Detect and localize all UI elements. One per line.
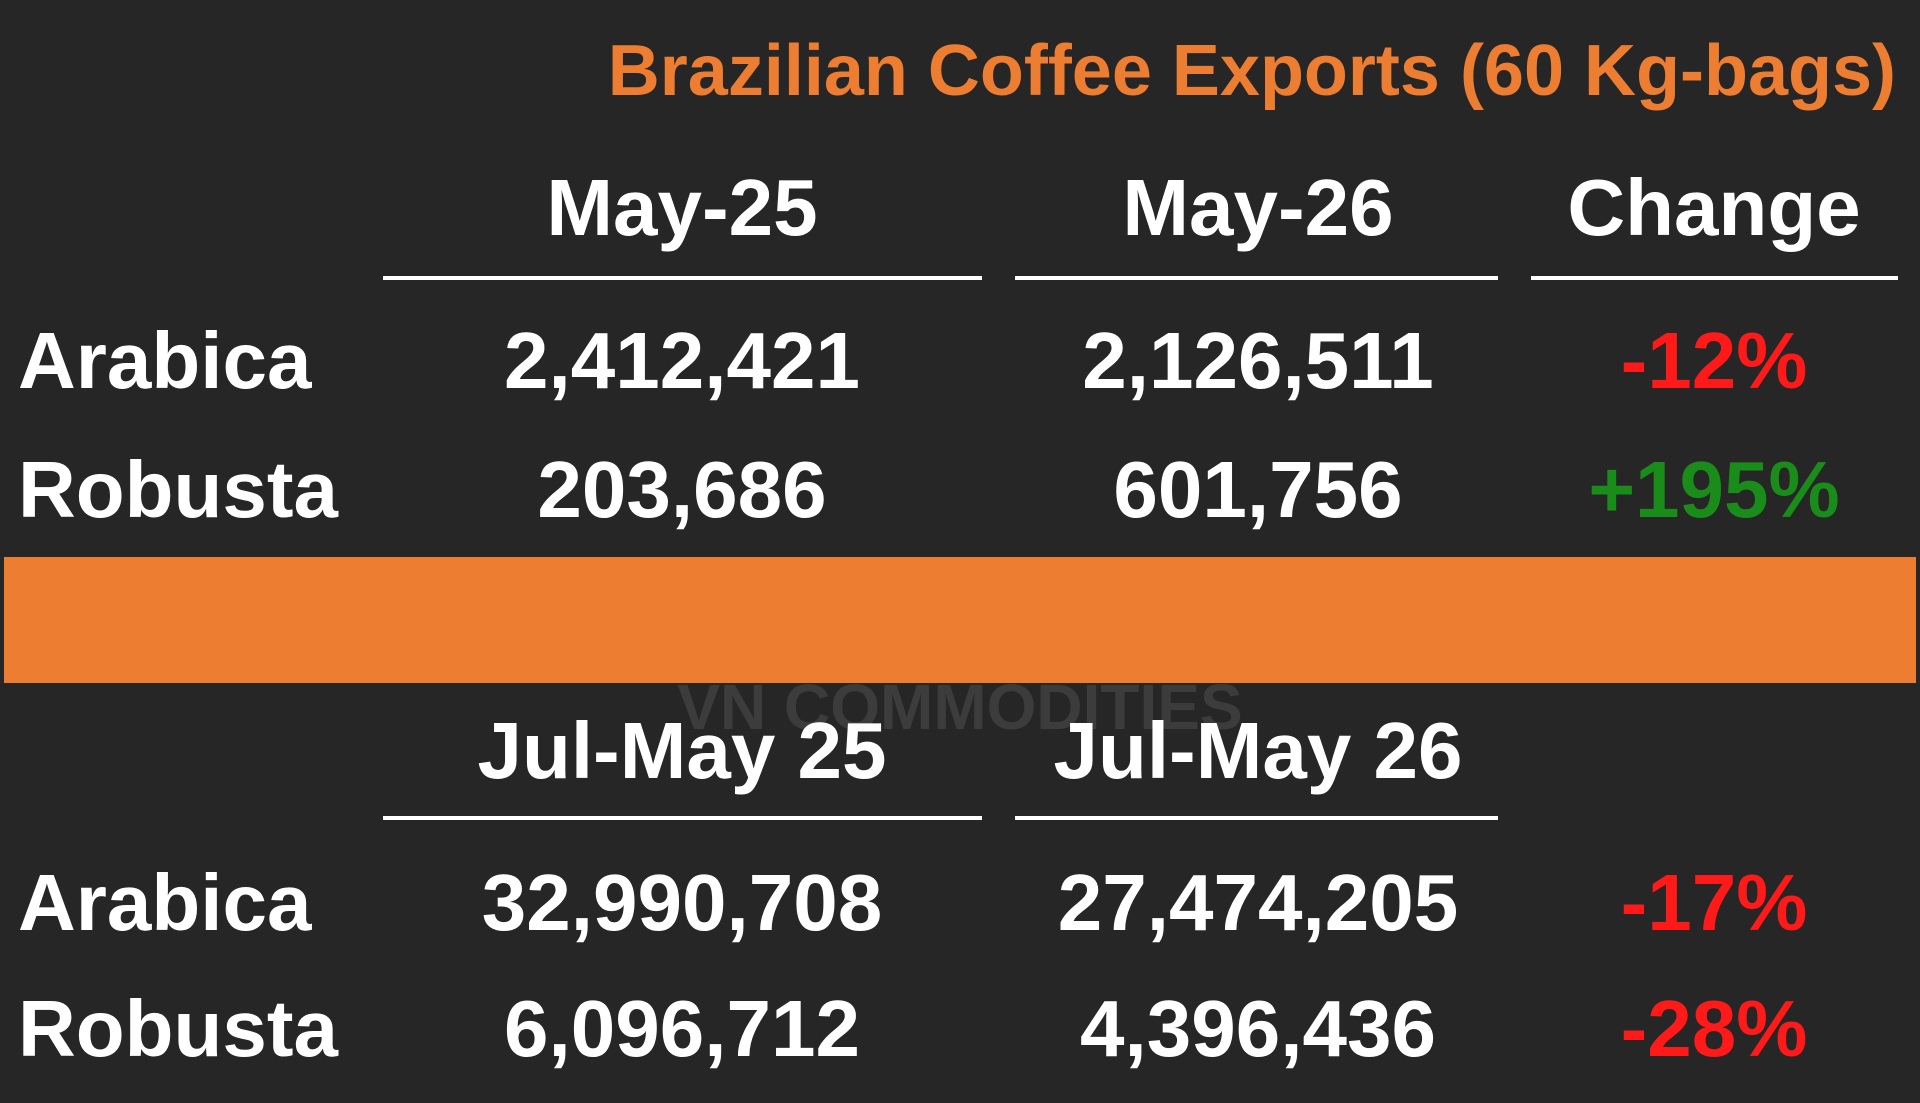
export-value: 2,126,511 [1082,316,1433,405]
column-header: Jul-May 25 [477,706,886,795]
title: Brazilian Coffee Exports (60 Kg-bags) [608,31,1896,111]
row-label: Robusta [18,984,339,1073]
export-value: 27,474,205 [1058,858,1458,947]
change-value: -17% [1621,858,1808,947]
column-header: May-25 [546,163,817,252]
column-header: May-26 [1122,163,1393,252]
export-value: 2,412,421 [504,316,860,405]
row-label: Arabica [18,316,312,405]
change-value: -12% [1621,316,1808,405]
change-value: -28% [1621,984,1808,1073]
change-value: +195% [1588,445,1839,534]
watermark: VN COMMODITIES [677,671,1242,743]
column-header: Jul-May 26 [1053,706,1462,795]
export-value: 203,686 [537,445,826,534]
export-value: 6,096,712 [504,984,860,1073]
row-label: Robusta [18,445,339,534]
separator-band [4,557,1916,683]
row-label: Arabica [18,858,312,947]
export-value: 32,990,708 [482,858,882,947]
column-header: Change [1567,163,1860,252]
export-value: 4,396,436 [1080,984,1436,1073]
export-value: 601,756 [1113,445,1402,534]
